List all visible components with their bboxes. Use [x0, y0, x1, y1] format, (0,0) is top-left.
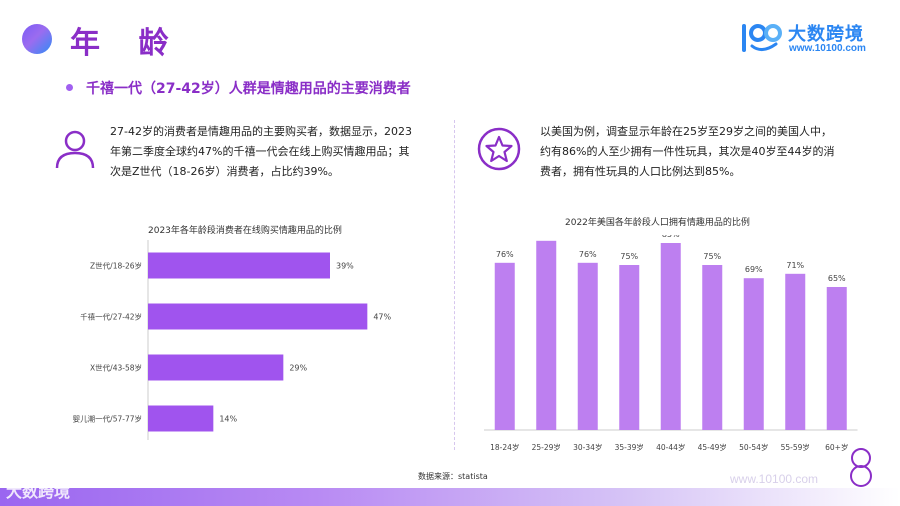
category-label: 婴儿潮一代/57-77岁	[73, 414, 142, 424]
category-label: 35-39岁	[615, 442, 644, 452]
bar	[743, 278, 764, 430]
data-label: 65%	[828, 274, 846, 283]
left-description-line: 次是Z世代（18-26岁）消费者，占比约39%。	[110, 165, 339, 178]
category-label: 千禧一代/27-42岁	[80, 312, 142, 322]
left-description-line: 27-42岁的消费者是情趣用品的主要购买者，数据显示，2023	[110, 125, 412, 138]
subtitle-bullet	[66, 84, 73, 91]
title-decoration-dot	[22, 24, 52, 54]
right-description-line: 费者，拥有性玩具的人口比例达到85%。	[540, 165, 741, 178]
category-label: 55-59岁	[781, 442, 810, 452]
right-description: 以美国为例，调查显示年龄在25岁至29岁之间的美国人中， 约有86%的人至少拥有…	[540, 122, 870, 182]
right-description-line: 以美国为例，调查显示年龄在25岁至29岁之间的美国人中，	[540, 125, 832, 138]
data-label: 69%	[745, 265, 763, 274]
data-label: 71%	[786, 261, 804, 270]
data-label: 75%	[620, 252, 638, 261]
bar	[619, 265, 640, 430]
category-label: 60+岁	[825, 442, 848, 452]
footer-url: www.10100.com	[730, 472, 819, 486]
data-label: 39%	[336, 262, 354, 271]
category-label: 50-54岁	[739, 442, 768, 452]
brand-name: 大数跨境	[788, 24, 864, 45]
right-description-line: 约有86%的人至少拥有一件性玩具，其次是40岁至44岁的消	[540, 145, 835, 158]
brand-logo[interactable]: 大数跨境 www.10100.com	[740, 18, 880, 58]
data-label: 76%	[579, 250, 597, 259]
category-label: 30-34岁	[573, 442, 602, 452]
footer-brand: 大数跨境	[6, 482, 71, 501]
right-chart-title: 2022年美国各年龄段人口拥有情趣用品的比例	[565, 218, 750, 228]
age-online-purchase-bar-chart: Z世代/18-26岁 39% 千禧一代/27-42岁 47% X世代/43-58岁 29%…	[73, 240, 392, 440]
data-label: 75%	[703, 252, 721, 261]
bar	[148, 354, 284, 381]
us-ownership-bar-chart: 76% 18-24岁 86% 25-29岁 76% 30-34岁 75% 35-39岁 85% 4…	[484, 235, 858, 452]
data-source: 数据来源：statista	[418, 472, 488, 481]
footer-bar	[0, 488, 900, 506]
bar	[785, 273, 806, 430]
bar	[536, 240, 557, 430]
data-label: 85%	[662, 235, 680, 239]
category-label: 25-29岁	[532, 442, 561, 452]
data-label: 47%	[373, 313, 391, 322]
category-label: X世代/43-58岁	[90, 363, 142, 373]
category-label: 45-49岁	[698, 442, 727, 452]
bar	[148, 252, 330, 279]
category-label: 40-44岁	[656, 442, 685, 452]
knot-decoration-icon	[850, 448, 872, 487]
page-title: 年 龄	[70, 26, 183, 61]
section-subtitle: 千禧一代（27-42岁）人群是情趣用品的主要消费者	[86, 81, 411, 97]
category-label: 18-24岁	[490, 442, 519, 452]
brand-url: www.10100.com	[789, 43, 866, 54]
panel-divider	[454, 120, 455, 450]
left-chart-title: 2023年各年龄段消费者在线购买情趣用品的比例	[148, 226, 342, 236]
category-label: Z世代/18-26岁	[90, 261, 142, 271]
bar	[826, 287, 847, 430]
bar	[660, 243, 681, 430]
bar	[148, 405, 214, 432]
user-icon	[52, 126, 98, 172]
data-label: 76%	[496, 250, 514, 259]
bar	[494, 262, 515, 430]
data-label: 86%	[537, 235, 555, 237]
star-icon	[476, 126, 522, 172]
brand-logo-icon	[742, 24, 782, 52]
data-label: 29%	[289, 364, 307, 373]
bar	[148, 303, 368, 330]
bar	[702, 265, 723, 430]
left-description-line: 年第二季度全球约47%的千禧一代会在线上购买情趣用品；其	[110, 145, 410, 158]
data-label: 14%	[219, 415, 237, 424]
bar	[577, 262, 598, 430]
left-description: 27-42岁的消费者是情趣用品的主要购买者，数据显示，2023 年第二季度全球约…	[110, 122, 440, 182]
